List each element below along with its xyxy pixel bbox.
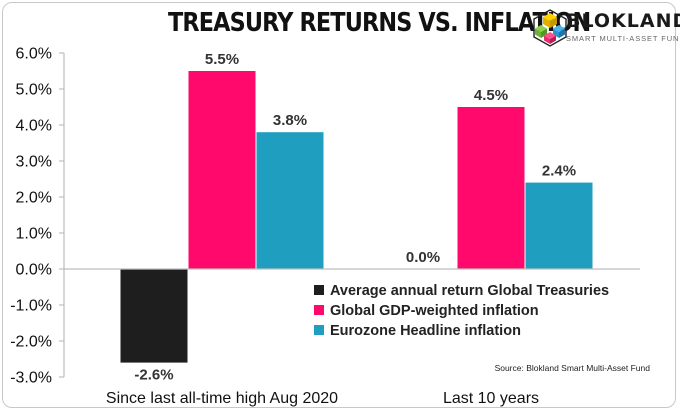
y-tick-label: 2.0% (16, 190, 52, 207)
data-label: 2.4% (542, 163, 576, 180)
y-tick-label: 3.0% (16, 154, 52, 171)
legend-label: Global GDP-weighted inflation (330, 303, 539, 319)
bar (256, 132, 324, 269)
legend-swatch (314, 325, 324, 335)
y-tick-label: 4.0% (16, 118, 52, 135)
data-label: 0.0% (406, 249, 440, 266)
legend-swatch (314, 305, 324, 315)
legend-swatch (314, 285, 324, 295)
category-label: Last 10 years (443, 390, 539, 407)
bar (188, 71, 256, 269)
data-label: 5.5% (205, 51, 239, 68)
y-tick-label: -1.0% (10, 298, 52, 315)
bar (120, 269, 188, 363)
chart-title: TREASURY RETURNS VS. INFLATION (168, 8, 591, 38)
legend-label: Average annual return Global Treasuries (330, 283, 609, 299)
y-tick-label: 5.0% (16, 82, 52, 99)
y-tick-label: 0.0% (16, 262, 52, 279)
y-tick-label: 6.0% (16, 46, 52, 63)
y-tick-label: -2.0% (10, 334, 52, 351)
data-label: -2.6% (134, 367, 173, 384)
data-label: 4.5% (474, 87, 508, 104)
isometric-cube-logo-icon (533, 9, 567, 47)
brand-name: BLOKLAND (566, 10, 680, 32)
data-label: 3.8% (273, 112, 307, 129)
category-label: Since last all-time high Aug 2020 (106, 390, 338, 407)
legend-label: Eurozone Headline inflation (330, 323, 521, 339)
bar (457, 107, 525, 269)
bar (525, 182, 593, 269)
y-tick-label: -3.0% (10, 370, 52, 387)
y-tick-label: 1.0% (16, 226, 52, 243)
source-note: Source: Blokland Smart Multi-Asset Fund (495, 363, 651, 373)
brand-tagline: SMART MULTI-ASSET FUND (566, 34, 680, 43)
